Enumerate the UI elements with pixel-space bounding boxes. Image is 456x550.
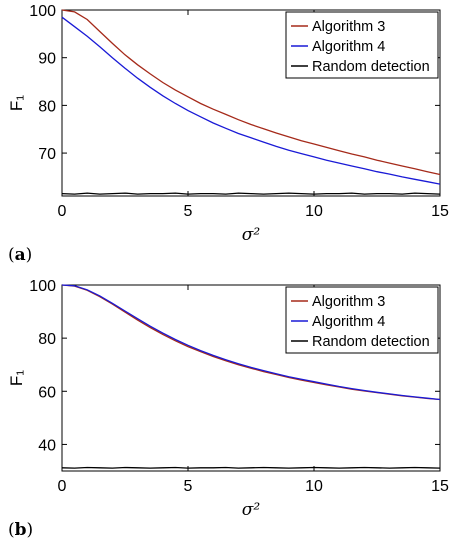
y-axis-label: F₁ [7,370,26,386]
chart-panel-b: 0 5 10 15 40 60 80 100 σ² F₁ Algorithm 3 Algorithm … [0,275,456,550]
chart-b: 0 5 10 15 40 60 80 100 σ² F₁ Algorithm 3 Algorithm … [7,278,449,520]
series-line-1 [61,9,441,176]
series-line-2 [61,16,441,185]
x-axis-label: σ² [242,225,261,245]
x-axis-label: σ² [242,500,261,520]
y-tick-label: 80 [38,98,56,115]
plot-frame [61,284,441,472]
legend-box [285,11,439,79]
legend-entry: Random detection [312,334,430,350]
plot-frame [61,9,441,197]
chart-panel-a: 0 5 10 15 70 80 90 100 σ² F₁ Algorithm 3 Algorithm … [7,3,449,265]
y-tick-label: 100 [29,3,56,20]
x-tick-label: 0 [58,478,67,495]
series-line-2 [61,284,441,401]
legend-entry: Algorithm 3 [312,294,385,310]
legend-entry: Algorithm 3 [312,19,385,35]
y-tick-label: 80 [38,331,56,348]
y-tick-label: 60 [38,384,56,401]
chart-a: 0 5 10 15 70 80 90 100 σ² F₁ Algorithm 3 Algorithm … [7,3,449,245]
series-line-3 [61,466,441,469]
legend-entry: Algorithm 4 [312,314,385,330]
y-tick-label: 90 [38,51,56,68]
y-tick-label: 40 [38,437,56,454]
x-tick-label: 15 [431,478,449,495]
y-tick-label: 100 [29,278,56,295]
legend-box [285,286,439,354]
y-tick-label: 70 [38,146,56,163]
x-tick-label: 10 [305,203,323,220]
x-tick-label: 15 [431,203,449,220]
panel-label-b: (b) [8,520,34,540]
series-line-3 [61,192,441,195]
x-tick-label: 5 [184,203,193,220]
panel-label-a: (a) [8,245,33,265]
x-tick-label: 5 [184,478,193,495]
x-tick-label: 0 [58,203,67,220]
x-tick-label: 10 [305,478,323,495]
legend-entry: Random detection [312,59,430,75]
y-axis-label: F₁ [7,95,26,111]
legend-entry: Algorithm 4 [312,39,385,55]
